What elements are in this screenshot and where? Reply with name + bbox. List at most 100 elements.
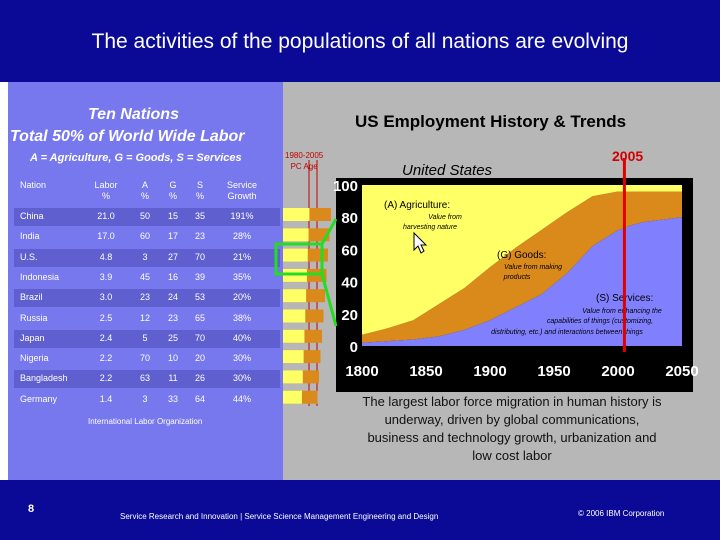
table-header-line: Labor	[94, 180, 118, 190]
chart-title: US Employment History & Trends	[355, 112, 627, 131]
table-value-cell: 53	[194, 292, 205, 303]
ten-nations-key: A = Agriculture, G = Goods, S = Services	[30, 152, 242, 164]
pc-age-text: PC Age	[290, 162, 318, 171]
nation-bar	[283, 350, 304, 364]
table-nation-cell: U.S.	[20, 251, 38, 262]
table-row: Brazil 3.0 23 24 53 20%	[14, 289, 280, 308]
title-bar	[0, 0, 720, 82]
table-value-cell: 30%	[232, 353, 251, 364]
table-value-cell: 3.0	[99, 292, 113, 303]
table-value-cell: 17.0	[97, 231, 115, 242]
table-value-cell: 21.0	[97, 211, 115, 221]
y-tick-label: 80	[341, 210, 358, 227]
ten-nations-subheading: Total 50% of World Wide Labor	[10, 128, 245, 145]
source-label: International Labor Organization	[88, 417, 203, 426]
table-nation-cell: Japan	[20, 332, 45, 343]
table-value-cell: 2.4	[99, 332, 113, 343]
y-tick-label: 20	[341, 307, 358, 324]
table-row: Bangladesh 2.2 63 11 26 30%	[14, 370, 280, 389]
table-value-cell: 35%	[232, 271, 251, 282]
table-value-cell: 5	[142, 332, 148, 343]
table-header-line: G	[169, 180, 177, 190]
table-value-cell: 23	[194, 231, 205, 242]
ten-nations-heading: Ten Nations	[88, 106, 179, 123]
nation-bar	[283, 228, 309, 242]
country-label: United States	[402, 162, 493, 179]
y-tick-label: 100	[333, 178, 358, 195]
table-nation-cell: Germany	[20, 393, 58, 404]
pc-age-label: 1980-2005 PC Age	[285, 150, 323, 172]
footer-text: Service Research and Innovation | Servic…	[120, 512, 439, 521]
table-value-cell: 25	[167, 332, 178, 343]
table-value-cell: 2.2	[99, 353, 113, 364]
table-value-cell: 16	[167, 271, 178, 282]
x-tick-label: 2050	[665, 363, 698, 380]
table-value-cell: 64	[194, 393, 205, 404]
table-value-cell: 63	[139, 373, 150, 384]
x-tick-label: 1850	[409, 363, 442, 380]
y-tick-label: 60	[341, 242, 358, 259]
table-value-cell: 15	[167, 211, 178, 221]
table-header-cell: Service Growth	[218, 180, 266, 202]
table-header-line: Nation	[20, 180, 47, 190]
agriculture-note: Value from	[428, 214, 462, 221]
table-nation-cell: Nigeria	[20, 353, 49, 364]
table-value-cell: 10	[167, 353, 178, 364]
ten-nations-panel	[8, 82, 283, 480]
table-value-cell: 1.4	[99, 393, 113, 404]
table-header-cell: Nation	[20, 180, 70, 191]
table-nation-cell: Brazil	[20, 292, 43, 303]
table-value-cell: 70	[194, 332, 205, 343]
y-tick-label: 40	[341, 275, 358, 292]
goods-note: products	[503, 274, 531, 281]
marker-year-label: 2005	[612, 148, 644, 164]
table-header-line: A	[141, 180, 148, 190]
x-tick-label: 2000	[601, 363, 634, 380]
table-value-cell: 35	[194, 211, 205, 221]
table-value-cell: 20%	[232, 292, 251, 303]
table-header-line: %	[168, 191, 177, 201]
table-value-cell: 45	[139, 271, 150, 282]
table-value-cell: 70	[194, 251, 205, 262]
table-value-cell: 12	[139, 312, 150, 323]
table-nation-cell: China	[20, 211, 44, 221]
nation-bar	[283, 289, 307, 303]
slide-title: The activities of the populations of all…	[91, 30, 629, 53]
table-value-cell: 50	[139, 211, 150, 221]
x-tick-label: 1950	[537, 363, 570, 380]
table-value-cell: 20	[194, 353, 205, 364]
table-value-cell: 24	[167, 292, 178, 303]
table-value-cell: 2.5	[99, 312, 113, 323]
footer-bar	[0, 480, 720, 540]
table-value-cell: 60	[139, 231, 150, 242]
agriculture-label: (A) Agriculture:	[384, 200, 450, 211]
chart-caption: The largest labor force migration in hum…	[362, 394, 662, 463]
table-value-cell: 65	[194, 312, 205, 323]
us-bracket-line	[320, 218, 338, 245]
copyright: © 2006 IBM Corporation	[578, 509, 665, 518]
table-header-cell: S%	[191, 180, 209, 202]
table-header-line: %	[195, 191, 204, 201]
table-header-line: Growth	[227, 191, 257, 201]
x-tick-label: 1800	[345, 363, 378, 380]
table-value-cell: 4.8	[99, 251, 113, 262]
table-row: Russia 2.5 12 23 65 38%	[14, 310, 280, 328]
cursor-icon	[413, 231, 428, 254]
table-row: Japan 2.4 5 25 70 40%	[14, 329, 280, 348]
services-note: distributing, etc.) and interactions bet…	[491, 329, 643, 336]
table-nation-cell: Russia	[20, 312, 48, 323]
services-note: Value from enhancing the	[582, 308, 662, 315]
nation-bar	[283, 370, 303, 384]
table-value-cell: 3.9	[99, 271, 113, 282]
goods-label: (G) Goods:	[497, 250, 546, 261]
table-row: China 21.0 50 15 35 191%	[14, 208, 280, 226]
us-highlight-box	[274, 242, 324, 276]
table-header: Nation Labor% A% G% S% Service Growth	[14, 178, 280, 202]
table-row: Nigeria 2.2 70 10 20 30%	[14, 350, 280, 368]
y-tick-label: 0	[350, 339, 358, 356]
table-value-cell: 3	[142, 393, 148, 404]
table-row: India 17.0 60 17 23 28%	[14, 228, 280, 246]
table-row: Indonesia 3.9 45 16 39 35%	[14, 269, 280, 287]
pc-age-years: 1980-2005	[285, 151, 324, 160]
